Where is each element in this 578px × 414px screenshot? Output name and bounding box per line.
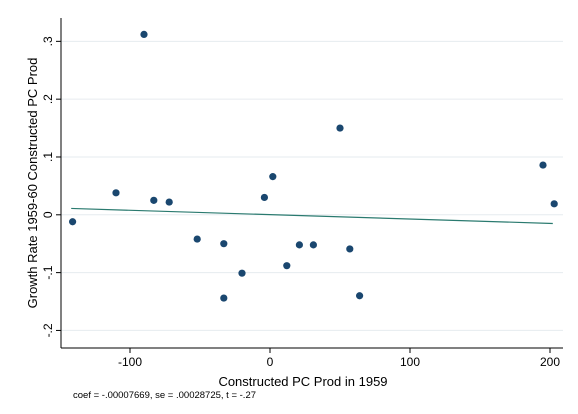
data-point-16 [356, 292, 364, 300]
y-tick-label-3: .1 [41, 152, 55, 162]
fit-line [71, 207, 553, 225]
data-point-11 [283, 262, 291, 270]
data-point-12 [295, 241, 303, 249]
y-tick-label-5: .3 [41, 36, 55, 46]
data-point-14 [336, 124, 344, 132]
data-point-2 [140, 30, 148, 39]
axes [60, 18, 563, 349]
data-point-15 [346, 245, 354, 253]
gridlines [61, 40, 563, 331]
data-point-18 [550, 200, 558, 208]
data-point-17 [539, 161, 547, 169]
x-tick-label-1: 0 [267, 355, 274, 369]
data-point-5 [193, 235, 201, 243]
data-point-0 [69, 218, 77, 226]
y-tick-label-1: -.1 [41, 265, 55, 279]
y-tick-label-4: .2 [41, 94, 55, 104]
x-axis-title: Constructed PC Prod in 1959 [218, 374, 387, 389]
data-points [69, 30, 558, 302]
data-point-10 [269, 173, 277, 181]
data-point-13 [309, 241, 317, 249]
x-tick-label-0: -100 [118, 355, 142, 369]
plot-region [61, 18, 563, 348]
data-point-6 [220, 240, 228, 248]
data-point-8 [238, 269, 246, 277]
tick-labels: -.2 -.1 0 .1 .2 .3 -100 0 100 200 [41, 36, 560, 369]
regression-note: coef = -.00007669, se = .00028725, t = -… [73, 390, 256, 401]
data-point-3 [150, 196, 158, 204]
data-point-4 [165, 198, 173, 206]
x-tick-label-3: 200 [540, 355, 560, 369]
data-point-9 [260, 193, 268, 202]
y-tick-label-0: -.2 [41, 323, 55, 337]
y-tick-label-2: 0 [41, 211, 55, 218]
fit-line-layer [71, 207, 553, 225]
data-point-1 [112, 189, 120, 197]
x-tick-label-2: 100 [400, 355, 420, 369]
y-axis-title: Growth Rate 1959-60 Constructed PC Prod [25, 58, 40, 309]
data-point-7 [220, 294, 228, 302]
